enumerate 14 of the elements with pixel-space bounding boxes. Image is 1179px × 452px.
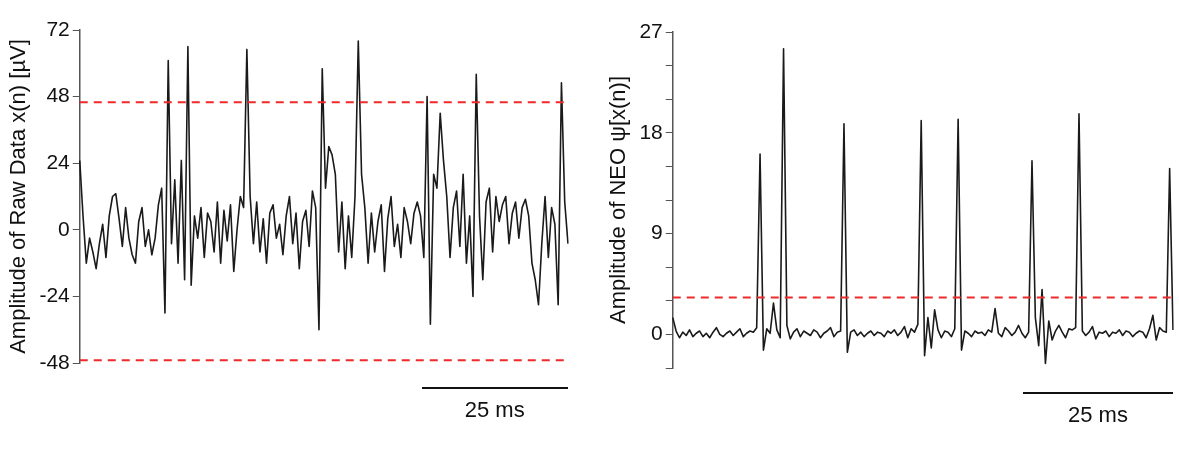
y-axis-title: Amplitude of Raw Data x(n) [µV] [5, 39, 31, 354]
y-tick-label: 27 [639, 18, 663, 42]
y-tick-label: 72 [46, 16, 70, 40]
text: 25 ms [464, 397, 525, 423]
y-tick-label: 0 [58, 216, 70, 240]
y-tick-label: 48 [46, 83, 70, 107]
y-tick-label: 24 [46, 150, 71, 173]
y-tick-label: 18 [639, 119, 663, 143]
text: 25 ms [1067, 402, 1128, 428]
y-tick-label: 0 [651, 321, 663, 345]
y-tick-label: 9 [651, 220, 663, 244]
y-tick-label: -24 [39, 283, 71, 307]
y-tick-label: -48 [39, 349, 70, 373]
y-axis-title: Amplitude of NEO ψ[x(n)] [605, 76, 631, 324]
